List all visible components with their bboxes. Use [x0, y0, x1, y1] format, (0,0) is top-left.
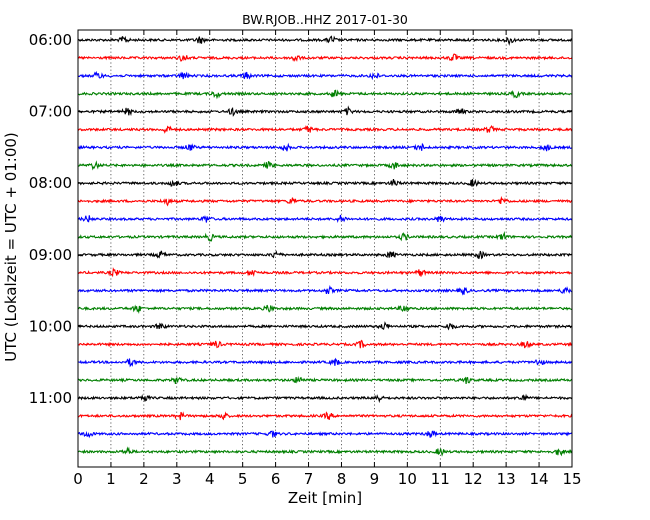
x-tick-label: 12: [464, 470, 483, 488]
x-tick-label: 1: [106, 470, 116, 488]
trace-line: [77, 267, 573, 278]
trace-line: [77, 195, 573, 207]
trace-line: [78, 411, 573, 421]
trace-line: [77, 250, 573, 260]
chart-title: BW.RJOB..HHZ 2017-01-30: [242, 12, 408, 27]
traces: [77, 35, 573, 457]
trace-line: [77, 321, 573, 331]
x-axis-label: Zeit [min]: [288, 489, 362, 507]
x-tick-label: 15: [562, 470, 581, 488]
trace-line: [77, 357, 573, 368]
x-tick-label: 0: [73, 470, 83, 488]
trace-line: [77, 35, 572, 46]
trace-line: [77, 89, 573, 100]
x-gridlines: [110, 30, 540, 467]
x-tick-label: 7: [304, 470, 314, 488]
trace-line: [77, 70, 573, 81]
trace-line: [77, 284, 573, 296]
trace-line: [77, 214, 573, 224]
trace-line: [77, 142, 573, 152]
x-tick-label: 3: [172, 470, 182, 488]
plot-frame: [77, 29, 573, 468]
trace-line: [77, 160, 572, 171]
trace-line: [77, 339, 573, 349]
y-tick-label: 06:00: [29, 31, 72, 49]
trace-line: [77, 430, 573, 439]
y-tick-label: 09:00: [29, 246, 72, 264]
trace-line: [77, 231, 573, 242]
y-tick-label: 08:00: [29, 174, 72, 192]
trace-line: [77, 178, 573, 188]
x-tick-label: 14: [530, 470, 549, 488]
trace-line: [77, 53, 573, 62]
x-tick-label: 8: [337, 470, 347, 488]
trace-line: [77, 125, 573, 134]
trace-line: [77, 375, 573, 384]
x-tick-label: 11: [431, 470, 450, 488]
x-axis: 0 1 2 3 4 5 6 7 8 9 10 11 12 13 14 15: [73, 30, 582, 488]
y-tick-label: 07:00: [29, 103, 72, 121]
trace-line: [77, 446, 573, 457]
x-tick-label: 10: [398, 470, 417, 488]
x-tick-label: 2: [139, 470, 149, 488]
x-tick-label: 6: [271, 470, 281, 488]
y-tick-label: 11:00: [29, 389, 72, 407]
y-axis: 06:00 07:00 08:00 09:00 10:00 11:00: [29, 31, 572, 407]
trace-line: [77, 304, 573, 314]
x-tick-label: 9: [370, 470, 380, 488]
x-tick-label: 13: [497, 470, 516, 488]
x-tick-label: 4: [205, 470, 215, 488]
y-tick-label: 10:00: [29, 317, 72, 335]
x-tick-label: 5: [238, 470, 248, 488]
trace-line: [77, 105, 573, 117]
trace-line: [77, 393, 573, 404]
y-axis-label: UTC (Lokalzeit = UTC + 01:00): [2, 132, 20, 362]
